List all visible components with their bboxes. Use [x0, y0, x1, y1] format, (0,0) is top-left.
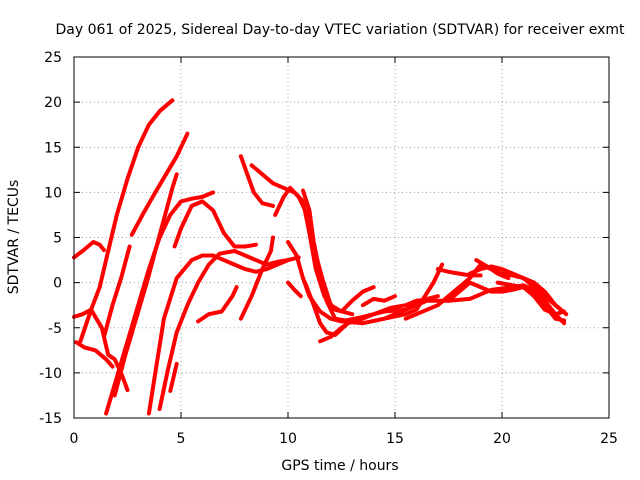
series-line-sat-01	[72, 240, 106, 260]
series-line-sat-08	[112, 172, 179, 398]
series-line-sat-26	[435, 267, 483, 278]
x-tick-label: 0	[70, 431, 79, 447]
y-tick-label: 25	[44, 50, 62, 66]
series-line-sat-29	[474, 258, 511, 281]
y-axis-label: SDTVAR / TECUs	[6, 180, 22, 295]
series-line-sat-19	[301, 188, 436, 323]
x-tick-label: 20	[493, 431, 511, 447]
grid-lines	[74, 57, 609, 418]
series-line-sat-02	[74, 340, 115, 369]
chart-title: Day 061 of 2025, Sidereal Day-to-day VTE…	[56, 22, 626, 38]
series-line-sat-28	[446, 280, 567, 323]
data-series	[72, 98, 569, 416]
series-line-sat-11	[168, 361, 179, 393]
series-line-sat-07	[129, 131, 190, 237]
x-tick-label: 15	[386, 431, 404, 447]
series-line-sat-23	[360, 294, 397, 308]
series-line-sat-30	[495, 280, 567, 317]
series-line-sat-22	[318, 318, 355, 344]
x-tick-label: 25	[600, 431, 618, 447]
y-tick-label: -5	[48, 321, 62, 337]
x-axis-label: GPS time / hours	[281, 458, 398, 474]
y-tick-label: 15	[44, 140, 62, 156]
series-line-sat-09	[146, 253, 301, 416]
series-line-sat-06	[102, 244, 132, 339]
series-line-sat-04	[78, 98, 175, 344]
series-line-sat-21	[286, 280, 303, 299]
x-tick-label: 5	[177, 431, 186, 447]
y-tick-label: -15	[39, 411, 62, 427]
series-line-sat-12	[172, 199, 258, 249]
x-tick-label: 10	[279, 431, 297, 447]
y-tick-label: 20	[44, 95, 62, 111]
series-line-sat-15	[238, 154, 275, 208]
y-tick-label: -10	[39, 366, 62, 382]
series-line-sat-13	[196, 285, 239, 324]
series-line-sat-24	[382, 262, 445, 321]
y-tick-label: 5	[53, 231, 62, 247]
axis-ticks: 0 5 10 15 20 25 -15 -10 -5 0 5 10 15 20 25	[39, 50, 618, 447]
y-tick-label: 0	[53, 276, 62, 292]
series-line-sat-14	[238, 235, 275, 321]
y-tick-label: 10	[44, 185, 62, 201]
